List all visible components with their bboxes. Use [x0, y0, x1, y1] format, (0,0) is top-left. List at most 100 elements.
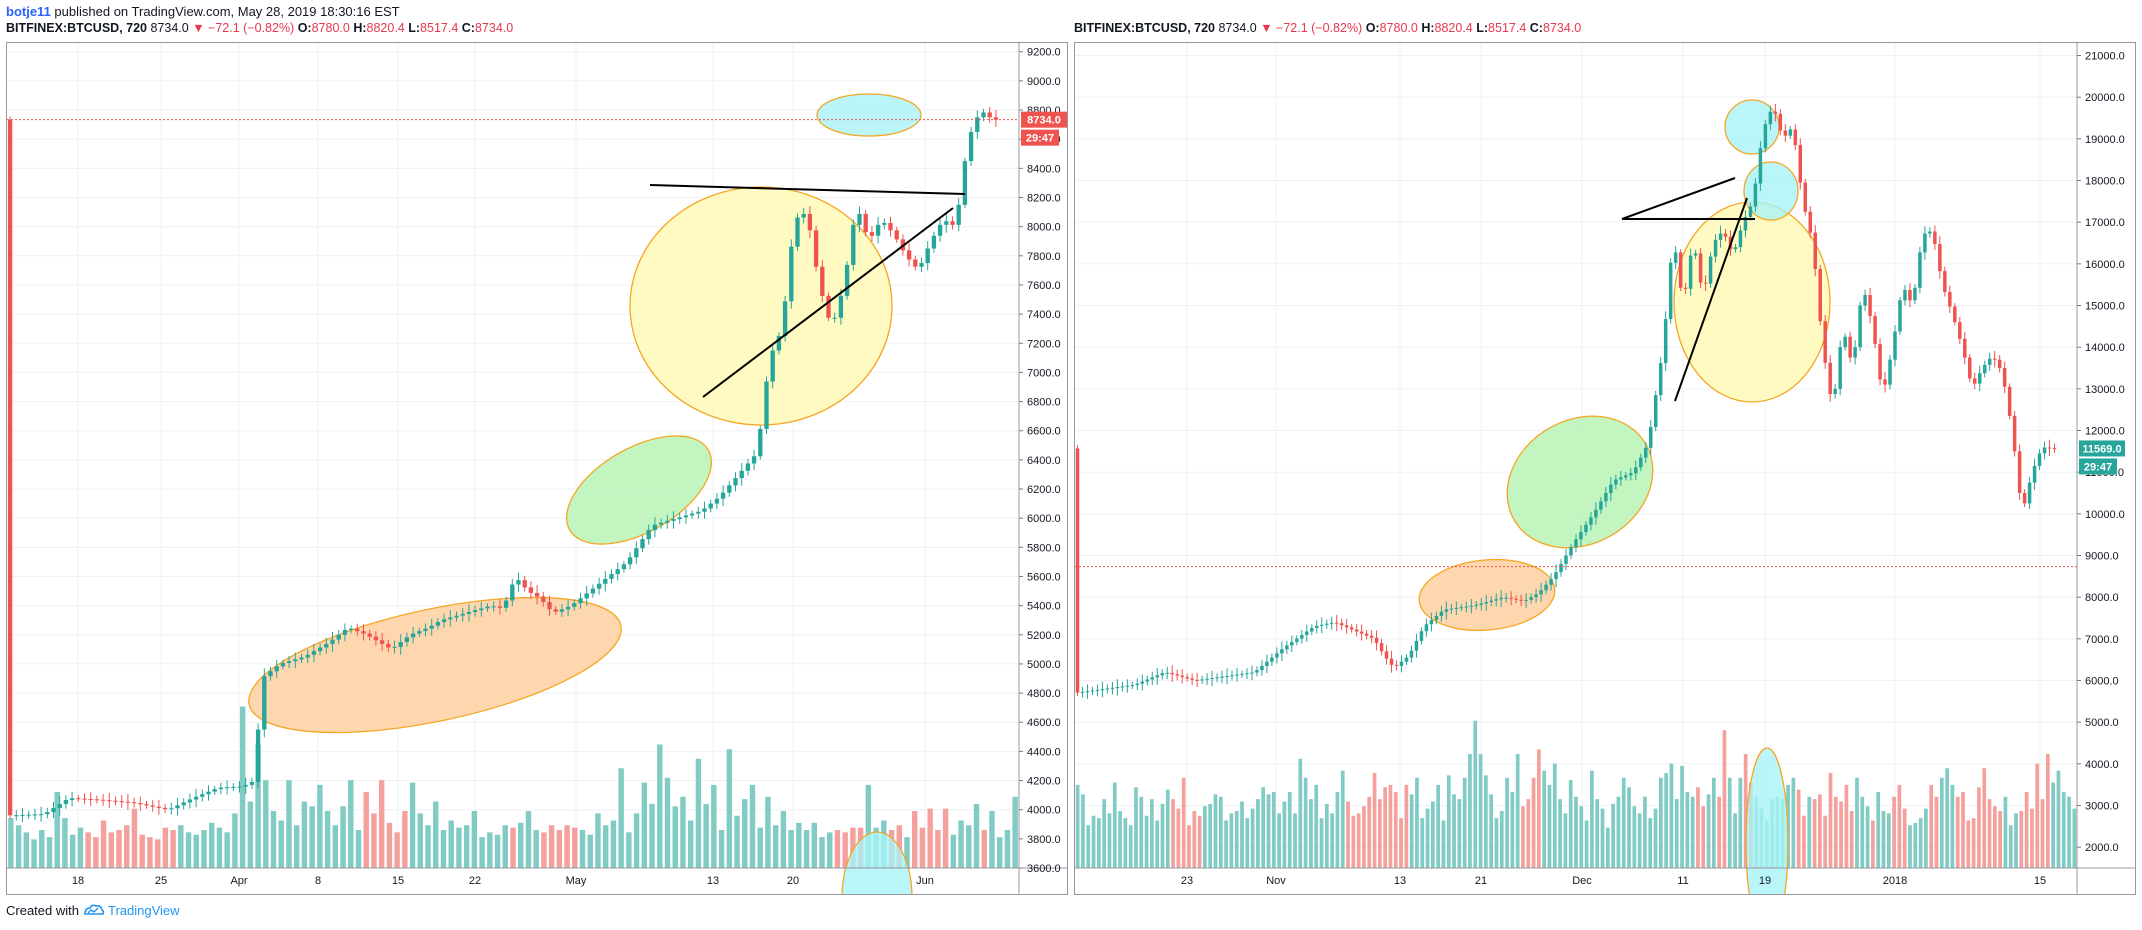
- candle-body: [1235, 674, 1239, 676]
- candle-body: [1444, 609, 1449, 612]
- candle-body: [392, 646, 397, 648]
- candle-body: [572, 603, 577, 607]
- time-tick-label: 23: [1181, 875, 1193, 887]
- volume-bar: [1372, 773, 1377, 868]
- volume-bar: [1081, 794, 1085, 868]
- volume-bar: [456, 827, 462, 868]
- candle-body: [330, 639, 335, 644]
- candle-body: [1504, 597, 1508, 599]
- candle-body: [1105, 688, 1110, 690]
- candle-body: [20, 814, 25, 816]
- legend-left: BITFINEX:BTCUSD, 720 8734.0 ▼ −72.1 (−0.…: [6, 21, 513, 35]
- volume-bar: [494, 834, 501, 868]
- volume-bar: [1685, 792, 1690, 868]
- candle-body: [361, 631, 366, 634]
- candle-body: [1280, 649, 1284, 654]
- candle-body: [1683, 287, 1688, 289]
- candle-body: [2047, 447, 2052, 449]
- yellow-ellipse: [1673, 201, 1831, 403]
- time-tick-label: May: [566, 875, 587, 887]
- price-tick-label: 8000.0: [1027, 222, 1061, 234]
- countdown-tag: [1021, 129, 1059, 146]
- chart-panel-right[interactable]: 2000.0 3000.0 4000.0 5000.0 6000.0 7000.0 8000…: [1074, 42, 2136, 930]
- candle-body: [1898, 300, 1902, 332]
- volume-bar: [1855, 777, 1859, 868]
- legend-close: 8734.0: [1542, 21, 1582, 35]
- candle-body: [1120, 686, 1125, 688]
- volume-bar: [1616, 796, 1621, 868]
- legend-close-label: C:: [461, 21, 475, 35]
- chart-left-svg[interactable]: 3600.0 3800.0 4000.0 4200.0 4400.0 4600.0 4800…: [7, 43, 1067, 930]
- candle-body: [454, 615, 459, 618]
- candle-body: [76, 798, 81, 800]
- candle-body: [1848, 336, 1852, 358]
- volume-bar: [178, 825, 184, 868]
- candle-body: [1693, 253, 1698, 256]
- volume-bar: [1505, 777, 1509, 868]
- time-tick-label: 21: [1475, 875, 1487, 887]
- candle-body: [417, 631, 422, 634]
- candle-body: [1479, 603, 1484, 605]
- price-tick-label: 4000.0: [1027, 805, 1061, 817]
- candle-body: [1943, 271, 1947, 292]
- candle-body: [863, 213, 868, 233]
- volume-bar: [1807, 796, 1812, 868]
- candle-body: [1150, 677, 1155, 680]
- candle-body: [1489, 600, 1493, 603]
- candle-body: [534, 592, 540, 597]
- volume-bar: [1621, 777, 1626, 868]
- volume-bar: [2040, 799, 2045, 868]
- candle-body: [162, 807, 168, 810]
- candle-body: [1384, 651, 1389, 659]
- legend-symbol[interactable]: BITFINEX:BTCUSD, 720: [1074, 21, 1215, 35]
- volume-bar: [1791, 777, 1796, 868]
- candle-body: [187, 799, 193, 803]
- volume-bar: [1314, 784, 1319, 868]
- candle-body: [609, 574, 614, 579]
- support-line: [1674, 197, 1748, 402]
- volume-bar: [433, 801, 439, 868]
- candle-body: [51, 808, 56, 813]
- volume-bar: [2051, 782, 2055, 868]
- volume-bar: [958, 820, 964, 868]
- candle-body: [1803, 182, 1808, 212]
- candle-body: [1424, 624, 1429, 632]
- candle-body: [1165, 672, 1169, 674]
- volume-bar: [1558, 799, 1562, 868]
- price-tick-label: 19000.0: [2085, 134, 2125, 146]
- candle-body: [1195, 679, 1199, 681]
- candle-body: [491, 606, 496, 608]
- candle-body: [1982, 364, 1987, 374]
- candle-body: [689, 513, 695, 516]
- volume-bars: [1075, 720, 2077, 868]
- orange-ellipse: [248, 596, 622, 734]
- candle-body: [1454, 607, 1459, 609]
- author-name[interactable]: botje11: [6, 4, 51, 19]
- volume-bar: [1950, 784, 1955, 868]
- candle-body: [603, 578, 608, 584]
- candle-body: [1977, 373, 1982, 384]
- volume-bar: [904, 837, 910, 868]
- candle-body: [299, 657, 304, 660]
- price-tick-label: 9000.0: [1027, 76, 1061, 88]
- chart-panel-left[interactable]: 3600.0 3800.0 4000.0 4200.0 4400.0 4600.0 4800…: [6, 42, 1068, 930]
- last-price-label: 11569.0: [2082, 443, 2121, 455]
- chart-right-svg[interactable]: 2000.0 3000.0 4000.0 5000.0 6000.0 7000.0 8000…: [1075, 43, 2135, 930]
- tradingview-brand[interactable]: TradingView: [108, 903, 180, 918]
- price-tick-label: 5000.0: [2085, 717, 2119, 729]
- candle-body: [1773, 111, 1778, 114]
- candle-body: [503, 600, 509, 608]
- candle-body: [1908, 289, 1912, 301]
- time-tick-label: Apr: [230, 875, 247, 887]
- volume-bar: [1844, 784, 1849, 868]
- volume-bar: [1568, 780, 1573, 868]
- price-tick-label: 7600.0: [1027, 280, 1061, 292]
- candle-body: [286, 661, 292, 664]
- volume-bar: [811, 822, 817, 868]
- volume-bar: [541, 832, 547, 868]
- volume-bar: [371, 813, 377, 868]
- legend-symbol[interactable]: BITFINEX:BTCUSD, 720: [6, 21, 147, 35]
- candle-body: [1987, 358, 1992, 365]
- legend-high-label: H:: [1421, 21, 1435, 35]
- resistance-line: [649, 184, 966, 195]
